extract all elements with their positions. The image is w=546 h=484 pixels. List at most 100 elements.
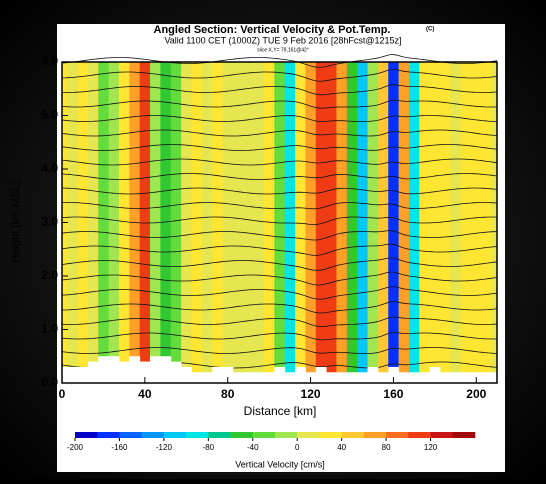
velocity-column	[67, 62, 79, 383]
terrain	[77, 366, 89, 383]
x-tick-label: 40	[138, 387, 152, 401]
terrain	[243, 372, 255, 383]
colorbar-swatch	[341, 432, 365, 438]
velocity-column	[274, 62, 286, 383]
x-tick-label: 0	[59, 387, 66, 401]
velocity-column	[170, 62, 182, 383]
colorbar-swatch	[363, 432, 387, 438]
colorbar-tick-label: -200	[67, 443, 84, 452]
isentrope	[61, 257, 498, 271]
terrain	[315, 366, 327, 383]
terrain	[429, 366, 441, 383]
isentrope	[61, 84, 498, 96]
colorbar-tick-label: -40	[247, 443, 259, 452]
terrain	[346, 372, 358, 383]
isentrope	[62, 301, 498, 314]
colorbar-swatch	[452, 432, 476, 438]
velocity-column	[98, 62, 110, 383]
y-axis-label: Height [km MSL]	[10, 181, 22, 262]
terrain	[460, 372, 472, 383]
colorbar-tick-label: -80	[203, 443, 215, 452]
x-tick-label: 200	[466, 387, 486, 401]
velocity-column	[118, 62, 130, 383]
velocity-column	[388, 62, 400, 383]
x-tick-label: 80	[221, 387, 235, 401]
terrain	[398, 372, 410, 383]
velocity-column	[326, 62, 337, 383]
isentrope	[61, 216, 498, 225]
colorbar-tick-label: 40	[337, 443, 346, 452]
velocity-column	[377, 62, 389, 383]
terrain	[181, 366, 192, 383]
velocity-column	[315, 62, 327, 383]
colorbar-tick-label: 120	[424, 443, 438, 452]
y-tick-label: 5.0	[41, 108, 58, 122]
terrain	[388, 366, 400, 383]
terrain	[253, 372, 265, 383]
velocity-column	[284, 62, 296, 383]
y-tick-label: 0.0	[41, 375, 58, 389]
terrain	[170, 361, 182, 383]
colorbar-swatch	[230, 432, 254, 438]
colorbar-tick-label: 80	[382, 443, 391, 452]
terrain	[481, 372, 493, 383]
terrain	[212, 366, 224, 383]
terrain	[129, 356, 141, 383]
chart-title: Angled Section: Vertical Velocity & Pot.…	[154, 24, 391, 36]
velocity-column	[481, 62, 493, 383]
terrain	[408, 372, 420, 383]
terrain	[295, 366, 306, 383]
title-mark: (C)	[426, 27, 434, 33]
terrain	[139, 361, 151, 383]
isentrope	[61, 54, 498, 68]
terrain	[160, 356, 172, 383]
velocity-column	[471, 62, 482, 383]
isentrope	[61, 286, 498, 300]
velocity-column	[253, 62, 265, 383]
colorbar-swatch	[97, 432, 120, 438]
y-tick-label: 6.0	[41, 54, 58, 68]
isentrope	[61, 243, 498, 256]
colorbar-swatch	[319, 432, 342, 438]
velocity-column	[491, 62, 498, 383]
colorbar-swatch	[208, 432, 231, 438]
velocity-column	[212, 62, 224, 383]
velocity-column	[77, 62, 89, 383]
velocity-column	[222, 62, 234, 383]
velocity-column	[346, 62, 358, 383]
slice-label: slice X,Y= 79,161@42°	[257, 47, 309, 53]
x-tick-label: 160	[383, 387, 403, 401]
terrain	[98, 356, 110, 383]
terrain	[491, 372, 498, 383]
terrain	[232, 372, 244, 383]
colorbar-swatch	[252, 432, 276, 438]
x-axis-label: Distance [km]	[244, 404, 317, 418]
velocity-column	[243, 62, 255, 383]
isentrope	[61, 202, 498, 210]
colorbar-swatch	[386, 432, 409, 438]
velocity-column	[232, 62, 244, 383]
isentrope	[61, 99, 498, 109]
terrain	[326, 372, 337, 383]
velocity-column	[419, 62, 431, 383]
terrain	[191, 372, 203, 383]
colorbar-tick-label: -160	[111, 443, 128, 452]
colorbar-label: Vertical Velocity [cm/s]	[235, 459, 325, 469]
colorbar-swatch	[275, 432, 298, 438]
velocity-column	[460, 62, 472, 383]
velocity-column	[87, 62, 99, 383]
velocity-column	[450, 62, 462, 383]
terrain	[87, 361, 99, 383]
isentrope	[61, 158, 498, 166]
colorbar-swatch	[297, 432, 320, 438]
velocity-column	[305, 62, 317, 383]
velocity-column	[181, 62, 192, 383]
colorbar-swatch	[186, 432, 209, 438]
colorbar-tick-label: 0	[295, 443, 300, 452]
colorbar-swatch	[141, 432, 165, 438]
isentrope	[61, 332, 497, 341]
terrain	[336, 372, 348, 383]
isentrope	[61, 271, 498, 286]
